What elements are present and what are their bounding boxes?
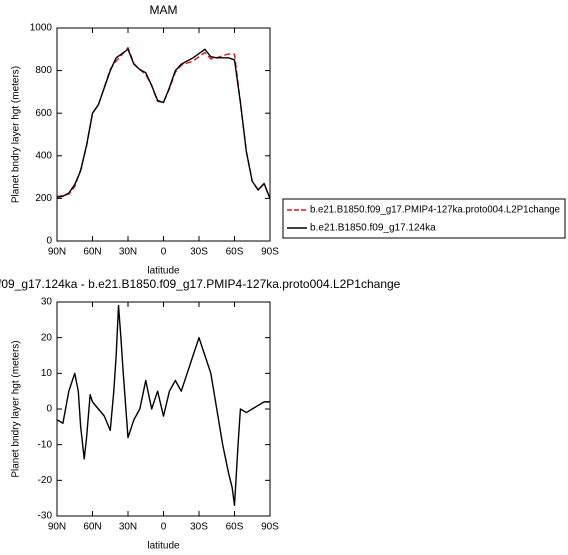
x-tick-label: 60N bbox=[83, 247, 101, 258]
x-tick-label: 60S bbox=[226, 522, 244, 533]
y-tick-label: 800 bbox=[35, 65, 52, 76]
x-tick-label: 0 bbox=[161, 247, 167, 258]
legend-box bbox=[282, 198, 566, 239]
x-tick-label: 30N bbox=[119, 522, 137, 533]
y-tick-label: 20 bbox=[41, 332, 53, 343]
x-tick-label: 90N bbox=[48, 522, 66, 533]
legend-label: b.e21.B1850.f09_g17.PMIP4-127ka.proto004… bbox=[310, 205, 560, 216]
x-tick-label: 90N bbox=[48, 247, 66, 258]
y-axis-label: Planet bndry layer hgt (meters) bbox=[11, 340, 22, 477]
y-tick-label: -20 bbox=[38, 475, 53, 486]
y-tick-label: 10 bbox=[41, 368, 53, 379]
y-tick-label: 600 bbox=[35, 108, 52, 119]
y-tick-label: -10 bbox=[38, 439, 53, 450]
x-axis-label: latitude bbox=[147, 541, 180, 552]
x-tick-label: 30N bbox=[119, 247, 137, 258]
y-tick-label: 0 bbox=[46, 404, 52, 415]
x-tick-label: 30S bbox=[190, 247, 208, 258]
x-tick-label: 0 bbox=[161, 522, 167, 533]
plot-frame bbox=[56, 27, 271, 242]
data-line bbox=[56, 46, 271, 200]
chart-title: MAM bbox=[150, 3, 178, 17]
y-axis-label: Planet bndry layer hgt (meters) bbox=[11, 66, 22, 203]
data-line bbox=[56, 48, 271, 199]
legend-label: b.e21.B1850.f09_g17.124ka bbox=[310, 223, 436, 234]
x-tick-label: 60N bbox=[83, 522, 101, 533]
x-tick-label: 30S bbox=[190, 522, 208, 533]
y-tick-label: 30 bbox=[41, 297, 53, 308]
x-tick-label: 60S bbox=[226, 247, 244, 258]
data-line bbox=[56, 304, 270, 506]
plot-frame bbox=[56, 301, 271, 517]
y-tick-label: 1000 bbox=[30, 23, 53, 34]
x-axis-label: latitude bbox=[147, 266, 180, 277]
chart-title: b.e21.B1850.f09_g17.124ka - b.e21.B1850.… bbox=[0, 277, 401, 291]
y-tick-label: 200 bbox=[35, 193, 52, 204]
x-tick-label: 90S bbox=[261, 522, 279, 533]
y-tick-label: -30 bbox=[38, 511, 53, 522]
x-tick-label: 90S bbox=[261, 247, 279, 258]
y-tick-label: 0 bbox=[46, 236, 52, 247]
y-tick-label: 400 bbox=[35, 150, 52, 161]
